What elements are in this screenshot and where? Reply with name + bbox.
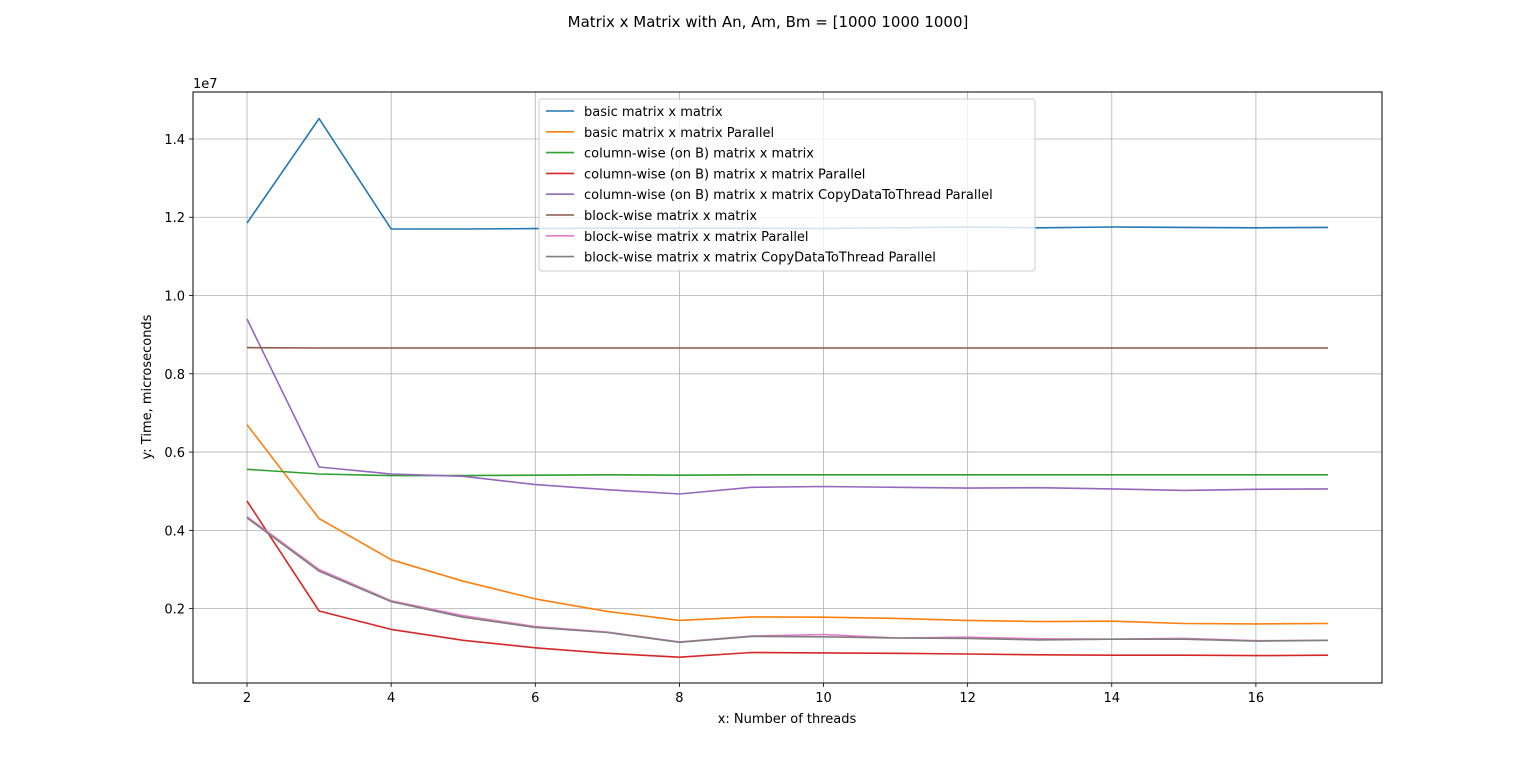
- x-tick-label: 14: [1103, 691, 1120, 706]
- x-tick-label: 10: [815, 691, 832, 706]
- y-scale-label: 1e7: [193, 77, 218, 92]
- legend-label: column-wise (on B) matrix x matrix CopyD…: [584, 188, 993, 203]
- x-tick-label: 12: [959, 691, 976, 706]
- legend-label: block-wise matrix x matrix CopyDataToThr…: [584, 251, 936, 266]
- legend-label: basic matrix x matrix: [584, 105, 723, 120]
- legend: basic matrix x matrix basic matrix x mat…: [538, 98, 1036, 272]
- y-tick-label: 1.4: [164, 133, 185, 148]
- legend-label: block-wise matrix x matrix Parallel: [584, 230, 809, 245]
- y-axis: 0.2 0.4 0.6 0.8 1.0 1.2 1.4: [164, 133, 193, 618]
- legend-label: column-wise (on B) matrix x matrix: [584, 147, 814, 162]
- x-tick-label: 8: [675, 691, 683, 706]
- legend-label: block-wise matrix x matrix: [584, 209, 757, 224]
- x-tick-label: 6: [531, 691, 539, 706]
- x-tick-label: 4: [387, 691, 395, 706]
- y-tick-label: 0.8: [164, 368, 185, 383]
- y-tick-label: 0.2: [164, 603, 185, 618]
- plot-frame: [192, 91, 1383, 684]
- x-tick-label: 16: [1248, 691, 1265, 706]
- series-line-5: [246, 318, 1329, 495]
- x-tick-label: 2: [243, 691, 251, 706]
- legend-label: basic matrix x matrix Parallel: [584, 126, 774, 141]
- y-tick-label: 0.4: [164, 524, 185, 539]
- y-tick-label: 0.6: [164, 446, 185, 461]
- chart-title: Matrix x Matrix with An, Am, Bm = [1000 …: [568, 13, 969, 31]
- series-lines: [246, 117, 1329, 659]
- y-tick-label: 1.2: [164, 211, 185, 226]
- y-tick-label: 1.0: [164, 290, 185, 305]
- legend-box: [538, 98, 1036, 272]
- x-axis-label: x: Number of threads: [718, 712, 857, 727]
- series-line-4: [246, 500, 1329, 659]
- series-line-8: [246, 517, 1329, 644]
- y-axis-label: y: Time, microseconds: [140, 314, 155, 459]
- x-axis: 2 4 6 8 10 12 14 16: [243, 683, 1264, 706]
- legend-label: column-wise (on B) matrix x matrix Paral…: [584, 167, 865, 182]
- series-line-2: [246, 424, 1329, 625]
